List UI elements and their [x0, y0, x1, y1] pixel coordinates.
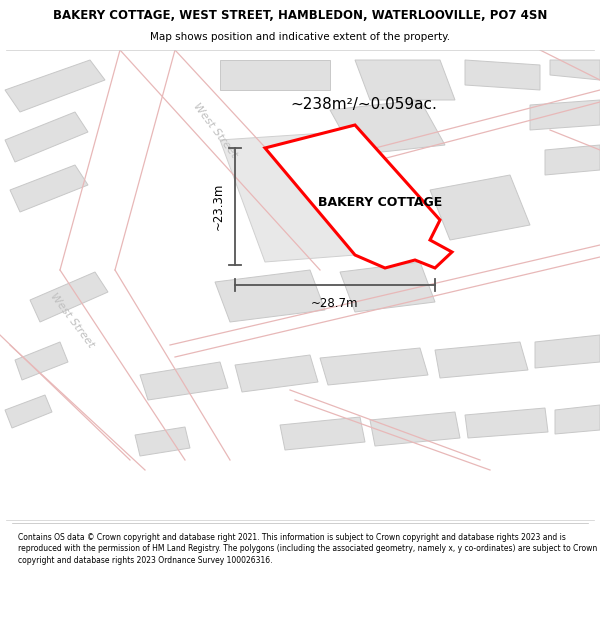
Text: Map shows position and indicative extent of the property.: Map shows position and indicative extent… — [150, 32, 450, 43]
Polygon shape — [15, 342, 68, 380]
Text: ~238m²/~0.059ac.: ~238m²/~0.059ac. — [290, 98, 437, 112]
Text: BAKERY COTTAGE: BAKERY COTTAGE — [318, 196, 442, 209]
Polygon shape — [135, 427, 190, 456]
Polygon shape — [430, 175, 530, 240]
Polygon shape — [465, 408, 548, 438]
Polygon shape — [535, 335, 600, 368]
Polygon shape — [265, 125, 452, 268]
Polygon shape — [355, 60, 455, 100]
Polygon shape — [465, 60, 540, 90]
Polygon shape — [435, 342, 528, 378]
Polygon shape — [320, 348, 428, 385]
Polygon shape — [5, 60, 105, 112]
Polygon shape — [10, 165, 88, 212]
Polygon shape — [330, 100, 445, 155]
Polygon shape — [140, 362, 228, 400]
Polygon shape — [215, 270, 325, 322]
Polygon shape — [530, 100, 600, 130]
Polygon shape — [340, 262, 435, 312]
Polygon shape — [235, 355, 318, 392]
Text: ~23.3m: ~23.3m — [212, 182, 225, 230]
Polygon shape — [5, 395, 52, 428]
Text: BAKERY COTTAGE, WEST STREET, HAMBLEDON, WATERLOOVILLE, PO7 4SN: BAKERY COTTAGE, WEST STREET, HAMBLEDON, … — [53, 9, 547, 22]
Text: West Street: West Street — [48, 291, 96, 349]
Polygon shape — [555, 405, 600, 434]
Polygon shape — [5, 112, 88, 162]
Polygon shape — [550, 60, 600, 80]
Polygon shape — [30, 272, 108, 322]
Text: ~28.7m: ~28.7m — [311, 297, 359, 310]
Polygon shape — [220, 130, 420, 262]
Polygon shape — [370, 412, 460, 446]
Text: West Street: West Street — [191, 101, 239, 159]
Polygon shape — [545, 145, 600, 175]
Polygon shape — [220, 60, 330, 90]
Text: Contains OS data © Crown copyright and database right 2021. This information is : Contains OS data © Crown copyright and d… — [18, 532, 597, 565]
Polygon shape — [280, 417, 365, 450]
